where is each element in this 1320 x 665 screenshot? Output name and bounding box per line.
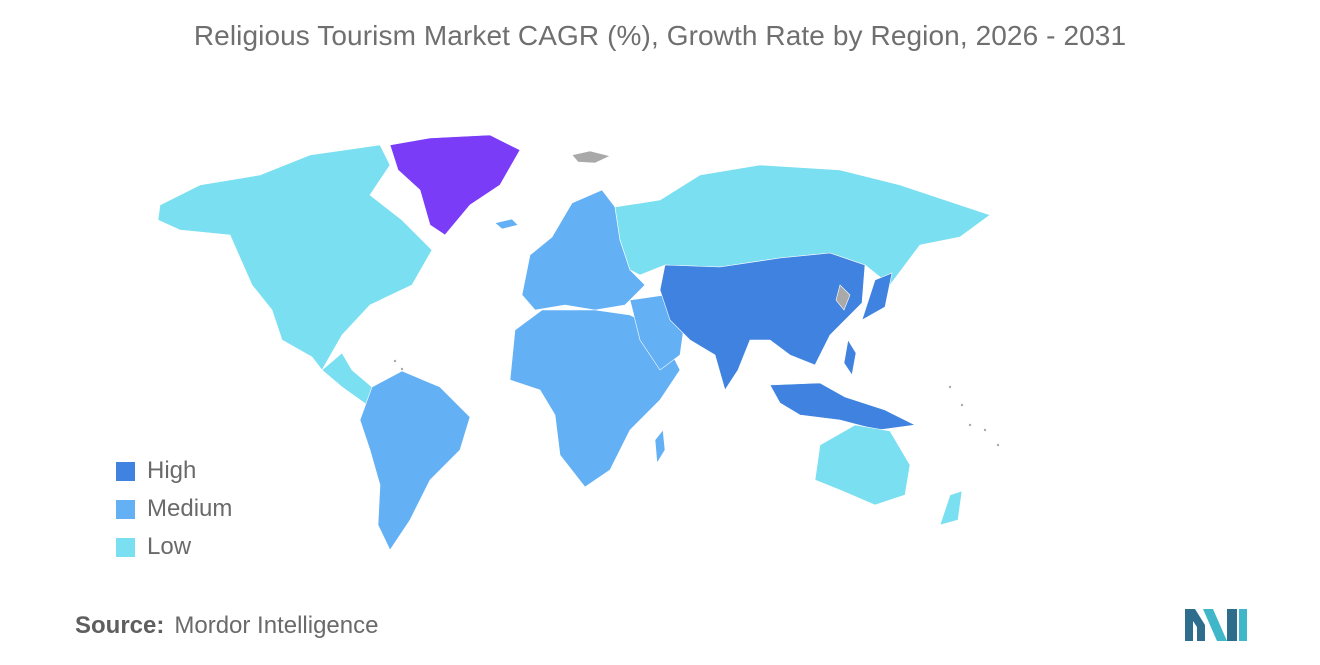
region-new-zealand [939, 490, 963, 526]
legend-item-medium: Medium [116, 490, 232, 528]
legend-swatch-medium [116, 499, 135, 519]
region-asia [659, 252, 866, 391]
legend-swatch-low [116, 537, 135, 557]
region-japan [861, 272, 893, 321]
region-pacific-islands [948, 385, 952, 389]
region-africa [509, 309, 681, 488]
region-korea [835, 284, 851, 311]
source-line: Source: Mordor Intelligence [75, 612, 378, 640]
world-map [157, 134, 1000, 551]
map-region [996, 443, 1000, 447]
region-southeast-asia [769, 382, 917, 431]
map-region [968, 423, 972, 427]
region-caribbean [393, 359, 397, 363]
chart-title: Religious Tourism Market CAGR (%), Growt… [193, 20, 1127, 51]
region-russia [614, 164, 991, 286]
source-value: Mordor Intelligence [174, 612, 379, 639]
region-philippines [843, 339, 857, 376]
legend: High Medium Low [116, 452, 232, 566]
mordor-intelligence-logo-icon [1185, 609, 1247, 641]
legend-item-low: Low [116, 528, 232, 566]
legend-label-low: Low [147, 533, 192, 560]
map-region [400, 367, 404, 371]
source-key: Source: [75, 612, 165, 639]
region-south-america [359, 370, 471, 551]
region-australia [814, 424, 911, 506]
region-greenland [389, 134, 521, 236]
region-svalbard [571, 150, 611, 164]
legend-item-high: High [116, 452, 232, 490]
map-region [960, 403, 964, 407]
region-north-america [157, 144, 433, 371]
region-iceland [494, 218, 519, 230]
legend-swatch-high [116, 461, 135, 481]
region-europe [521, 189, 646, 311]
map-region [983, 428, 987, 432]
legend-label-medium: Medium [147, 495, 233, 522]
region-madagascar [654, 429, 666, 464]
legend-label-high: High [147, 457, 197, 484]
